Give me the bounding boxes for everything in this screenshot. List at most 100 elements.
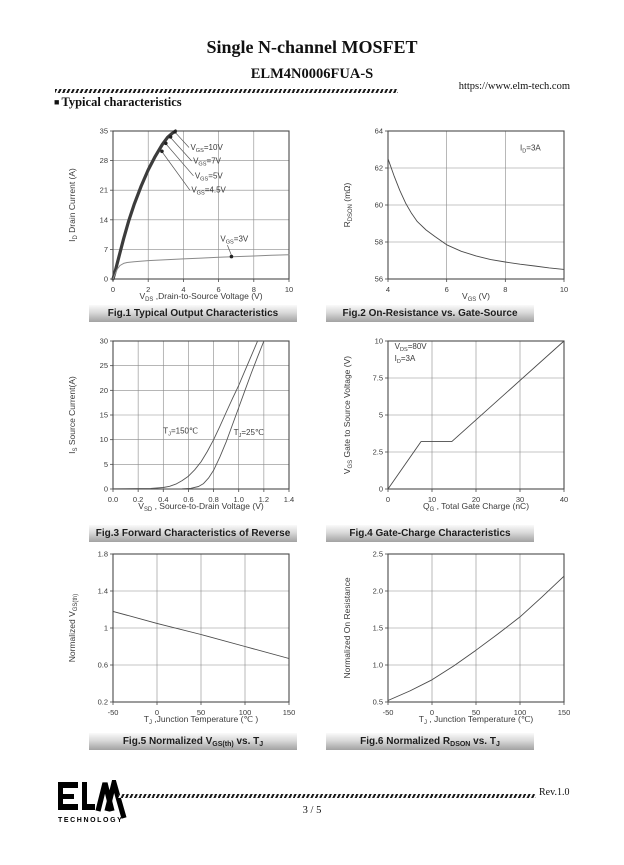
svg-text:Normalized VGS(th): Normalized VGS(th) <box>67 594 79 663</box>
svg-text:VGS Gate to Source Voltage (V: VGS Gate to Source Voltage (V) <box>342 356 354 474</box>
svg-text:0.6: 0.6 <box>183 495 193 504</box>
svg-text:8: 8 <box>503 285 507 294</box>
fig3-forward-characteristics-chart: 0.0 0.2 0.4 0.6 0.8 1.0 1.2 1.4 0 5 10 15 20 25 30 TJ=1… <box>67 337 294 514</box>
svg-text:0: 0 <box>430 708 434 717</box>
svg-text:IS Source Current(A): IS Source Current(A) <box>67 376 79 454</box>
website-link[interactable]: https://www.elm-tech.com <box>458 81 570 92</box>
svg-text:10: 10 <box>560 285 568 294</box>
svg-text:5: 5 <box>379 411 383 420</box>
svg-text:TJ ,Junction Temperature (℃ ): TJ ,Junction Temperature (℃ ) <box>144 714 259 726</box>
svg-text:28: 28 <box>100 156 108 165</box>
svg-text:0: 0 <box>379 485 383 494</box>
svg-text:60: 60 <box>375 201 383 210</box>
svg-text:1.0: 1.0 <box>373 661 383 670</box>
revision-label: Rev.1.0 <box>539 787 570 798</box>
svg-text:50: 50 <box>197 708 205 717</box>
svg-text:1.2: 1.2 <box>259 495 269 504</box>
footer-divider <box>118 794 536 798</box>
svg-text:10: 10 <box>375 337 383 346</box>
fig5-caption: Fig.5 Normalized VGS(th) vs. TJ <box>89 733 297 750</box>
svg-text:2.5: 2.5 <box>373 550 383 559</box>
svg-text:0.2: 0.2 <box>133 495 143 504</box>
fig2-caption: Fig.2 On-Resistance vs. Gate-Source <box>326 305 534 322</box>
svg-text:VSD , Source-to-Drain Voltage: VSD , Source-to-Drain Voltage (V) <box>138 501 264 513</box>
svg-text:2.5: 2.5 <box>373 448 383 457</box>
svg-text:VDS=80V: VDS=80V <box>395 342 428 353</box>
svg-text:1.0: 1.0 <box>233 495 243 504</box>
svg-text:0: 0 <box>104 485 108 494</box>
header-divider <box>55 89 398 93</box>
svg-text:ID Drain Current (A): ID Drain Current (A) <box>67 168 79 242</box>
fig5-normalized-vgsth-chart: -50 0 50 100 150 0.2 0.6 1 1.4 1.8 TJ ,Junction Te… <box>67 550 295 727</box>
svg-text:58: 58 <box>375 238 383 247</box>
svg-text:VGS=4.5V: VGS=4.5V <box>191 186 226 197</box>
svg-text:10: 10 <box>285 285 293 294</box>
svg-text:0.2: 0.2 <box>98 698 108 707</box>
svg-text:ID=3A: ID=3A <box>520 143 541 154</box>
svg-text:1: 1 <box>104 624 108 633</box>
svg-text:100: 100 <box>514 708 527 717</box>
svg-text:21: 21 <box>100 186 108 195</box>
svg-text:1.4: 1.4 <box>284 495 294 504</box>
svg-text:10: 10 <box>100 435 108 444</box>
fig1-caption: Fig.1 Typical Output Characteristics <box>89 305 297 322</box>
svg-text:6: 6 <box>217 285 221 294</box>
fig2-on-resistance-chart: 4 6 8 10 56 58 60 62 64 ID=3A VGS (V) RDSON (mΩ) <box>342 127 568 304</box>
svg-text:25: 25 <box>100 361 108 370</box>
svg-text:14: 14 <box>100 215 108 224</box>
svg-text:6: 6 <box>445 285 449 294</box>
svg-text:35: 35 <box>100 127 108 136</box>
svg-text:RDSON (mΩ): RDSON (mΩ) <box>342 182 354 227</box>
part-number: ELM4N0006FUA-S <box>250 66 374 82</box>
svg-text:-50: -50 <box>383 708 394 717</box>
svg-text:0: 0 <box>386 495 390 504</box>
page-title: Single N-channel MOSFET <box>206 37 418 57</box>
svg-text:30: 30 <box>516 495 524 504</box>
svg-text:2: 2 <box>146 285 150 294</box>
svg-text:20: 20 <box>472 495 480 504</box>
svg-text:56: 56 <box>375 275 383 284</box>
svg-text:150: 150 <box>558 708 571 717</box>
svg-text:QG , Total Gate Charge (nC): QG , Total Gate Charge (nC) <box>423 501 529 513</box>
elm-logo-letters <box>58 780 127 819</box>
svg-text:VGS=3V: VGS=3V <box>220 234 249 245</box>
svg-text:0.4: 0.4 <box>158 495 168 504</box>
svg-text:ID=3A: ID=3A <box>395 354 416 365</box>
page-number: 3 / 5 <box>302 805 322 816</box>
svg-text:VDS ,Drain-to-Source Voltage (: VDS ,Drain-to-Source Voltage (V) <box>139 291 262 303</box>
svg-text:VGS=10V: VGS=10V <box>190 143 223 154</box>
section-heading: ■ Typical characteristics <box>54 95 182 110</box>
svg-text:TJ , Junction Temperature (℃): TJ , Junction Temperature (℃) <box>419 714 534 726</box>
section-bullet-icon: ■ <box>54 97 60 107</box>
svg-text:50: 50 <box>472 708 480 717</box>
svg-text:VGS=5V: VGS=5V <box>195 171 224 182</box>
svg-text:TJ=25℃: TJ=25℃ <box>234 428 264 439</box>
svg-text:Normalized On Resistance: Normalized On Resistance <box>342 577 352 678</box>
svg-text:0: 0 <box>104 275 108 284</box>
svg-text:15: 15 <box>100 411 108 420</box>
svg-text:2.0: 2.0 <box>373 587 383 596</box>
svg-text:TJ=150℃: TJ=150℃ <box>163 427 198 438</box>
svg-text:-50: -50 <box>108 708 119 717</box>
svg-text:0: 0 <box>111 285 115 294</box>
svg-text:1.8: 1.8 <box>98 550 108 559</box>
svg-text:20: 20 <box>100 386 108 395</box>
section-title: Typical characteristics <box>61 95 182 109</box>
svg-text:VGS (V): VGS (V) <box>462 291 490 303</box>
fig4-caption: Fig.4 Gate-Charge Characteristics <box>326 525 534 542</box>
svg-text:1.4: 1.4 <box>98 587 108 596</box>
fig6-caption: Fig.6 Normalized RDSON vs. TJ <box>326 733 534 750</box>
svg-text:0.8: 0.8 <box>208 495 218 504</box>
svg-text:7: 7 <box>104 245 108 254</box>
svg-text:62: 62 <box>375 164 383 173</box>
svg-text:64: 64 <box>375 127 383 136</box>
svg-text:0.5: 0.5 <box>373 698 383 707</box>
svg-text:4: 4 <box>386 285 390 294</box>
logo-subtext: TECHNOLOGY <box>58 817 123 824</box>
svg-text:7.5: 7.5 <box>373 374 383 383</box>
svg-text:4: 4 <box>181 285 185 294</box>
fig3-caption: Fig.3 Forward Characteristics of Reverse <box>89 525 297 542</box>
svg-text:30: 30 <box>100 337 108 346</box>
svg-text:0.0: 0.0 <box>108 495 118 504</box>
svg-text:0.6: 0.6 <box>98 661 108 670</box>
